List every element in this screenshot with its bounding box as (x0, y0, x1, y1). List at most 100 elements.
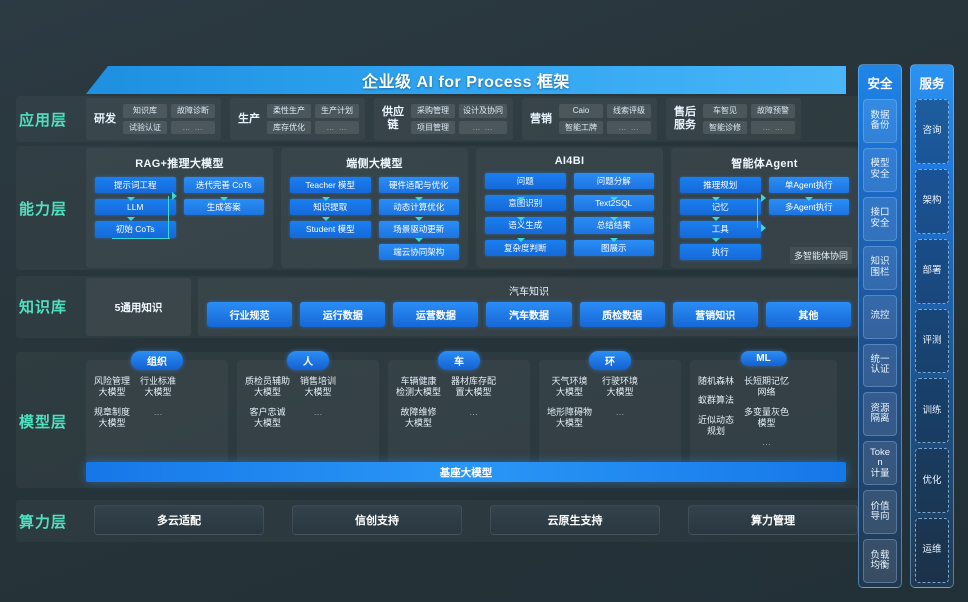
security-item[interactable]: 数据 备份 (863, 99, 897, 143)
capability-item[interactable]: 执行 (680, 243, 761, 260)
model-item[interactable]: … (313, 406, 323, 417)
capability-item[interactable]: 推理规划 (680, 177, 761, 194)
capability-item[interactable]: LLM (95, 199, 176, 216)
base-model-bar[interactable]: 基座大模型 (86, 462, 846, 482)
capability-item[interactable]: 初始 CoTs (95, 221, 176, 238)
model-item[interactable]: 器材库存配 置大模型 (451, 376, 497, 398)
knowledge-chip[interactable]: 其他 (765, 302, 851, 327)
capability-item[interactable]: 场景驱动更新 (378, 221, 459, 238)
service-item[interactable]: 部署 (915, 238, 949, 304)
compute-button[interactable]: 云原生支持 (490, 505, 660, 535)
capability-item[interactable]: 端云协同架构 (378, 243, 459, 260)
capability-item[interactable]: 复杂度判断 (485, 239, 566, 256)
model-item[interactable]: 行驶环境 大模型 (602, 376, 639, 398)
capability-item[interactable]: 问题 (485, 173, 566, 190)
model-item[interactable]: 风险管理 大模型 (94, 376, 131, 398)
application-cell[interactable]: 线索评级 (607, 104, 651, 118)
application-cell[interactable]: Caio (559, 104, 603, 118)
model-item[interactable]: 销售培训 大模型 (300, 376, 337, 398)
service-item[interactable]: 优化 (915, 448, 949, 514)
capability-item[interactable]: 意图识别 (485, 195, 566, 212)
capability-item[interactable]: 硬件适配与优化 (378, 177, 459, 194)
application-cell[interactable]: … … (607, 120, 651, 134)
model-group-label[interactable]: 环 (589, 351, 631, 370)
service-item[interactable]: 训练 (915, 378, 949, 444)
model-item[interactable]: … (762, 437, 772, 447)
capability-item[interactable]: Teacher 模型 (290, 177, 371, 194)
model-item[interactable]: 行业标准 大模型 (140, 376, 177, 398)
model-item[interactable]: … (615, 406, 625, 417)
knowledge-general-box[interactable]: 5通用知识 (86, 278, 191, 336)
security-item[interactable]: 知识 围栏 (863, 245, 897, 290)
application-cell[interactable]: 采购管理 (411, 104, 455, 118)
application-cell[interactable]: 项目管理 (411, 120, 455, 134)
service-item[interactable]: 架构 (915, 168, 949, 234)
capability-item[interactable]: 知识提取 (290, 199, 371, 216)
security-item[interactable]: 模型 安全 (863, 147, 897, 192)
capability-item[interactable]: 图展示 (573, 239, 654, 256)
model-group-label[interactable]: 车 (438, 351, 480, 370)
knowledge-chip[interactable]: 运营数据 (393, 302, 479, 327)
model-item[interactable]: 长短期记忆 网络 (744, 376, 790, 398)
application-cell[interactable]: 库存优化 (267, 120, 311, 134)
security-item[interactable]: 资源 隔离 (863, 392, 897, 437)
knowledge-chip[interactable]: 行业规范 (207, 302, 293, 327)
knowledge-chip[interactable]: 质检数据 (579, 302, 665, 327)
capability-item[interactable]: 多Agent执行 (768, 199, 849, 216)
model-item[interactable]: 蚁群算法 (698, 395, 735, 406)
application-cell[interactable]: 柔性生产 (267, 104, 311, 118)
security-item[interactable]: 流控 (863, 294, 897, 339)
capability-item[interactable]: 问题分解 (573, 173, 654, 190)
model-item[interactable]: 客户忠诚 大模型 (249, 406, 286, 428)
model-item[interactable]: 质检员辅助 大模型 (245, 376, 291, 398)
model-item[interactable]: … (153, 406, 163, 417)
capability-item[interactable]: 总结结果 (573, 217, 654, 234)
security-item[interactable]: 负载 均衡 (863, 539, 897, 584)
capability-item[interactable]: 单Agent执行 (768, 177, 849, 194)
application-cell[interactable]: 故障预警 (751, 104, 795, 118)
application-cell[interactable]: 生产计划 (315, 104, 359, 118)
compute-button[interactable]: 信创支持 (292, 505, 462, 535)
application-cell[interactable]: … … (459, 120, 507, 134)
model-item[interactable]: 随机森林 (698, 376, 735, 386)
service-item[interactable]: 咨询 (915, 99, 949, 164)
knowledge-chip[interactable]: 汽车数据 (486, 302, 572, 327)
model-item[interactable]: 地形障碍物 大模型 (547, 406, 593, 428)
capability-item[interactable]: 生成答案 (183, 199, 264, 216)
application-cell[interactable]: 试验认证 (123, 120, 167, 134)
model-item[interactable]: 车辆健康 检测大模型 (396, 376, 442, 398)
knowledge-chip[interactable]: 营销知识 (672, 302, 758, 327)
capability-item[interactable]: 记忆 (680, 199, 761, 216)
capability-item[interactable]: 迭代完善 CoTs (183, 177, 264, 194)
security-item[interactable]: 价值 导向 (863, 490, 897, 535)
capability-item[interactable]: Text2SQL (573, 195, 654, 212)
capability-item[interactable]: 动态计算优化 (378, 199, 459, 216)
compute-button[interactable]: 算力管理 (688, 505, 858, 535)
model-item[interactable]: 规章制度 大模型 (94, 406, 131, 428)
application-cell[interactable]: … … (751, 120, 795, 134)
application-cell[interactable]: … … (171, 120, 215, 134)
capability-item[interactable]: 提示词工程 (95, 177, 176, 194)
knowledge-chip[interactable]: 运行数据 (300, 302, 386, 327)
application-cell[interactable]: 故障诊断 (171, 104, 215, 118)
application-cell[interactable]: 车智见 (703, 104, 747, 118)
model-item[interactable]: 近似动态 规划 (698, 414, 735, 436)
capability-item[interactable]: 语义生成 (485, 217, 566, 234)
application-cell[interactable]: 智能工牌 (559, 120, 603, 134)
security-item[interactable]: 接口 安全 (863, 196, 897, 241)
model-item[interactable]: 故障维修 大模型 (400, 406, 437, 428)
model-group-label[interactable]: ML (740, 351, 787, 366)
service-item[interactable]: 评测 (915, 308, 949, 374)
service-item[interactable]: 运维 (915, 518, 949, 584)
model-item[interactable]: 多变量灰色 模型 (744, 406, 790, 428)
model-group-label[interactable]: 人 (287, 351, 329, 370)
compute-button[interactable]: 多云适配 (94, 505, 264, 535)
security-item[interactable]: Toke n 计量 (863, 441, 897, 486)
security-item[interactable]: 统一 认证 (863, 343, 897, 388)
model-item[interactable]: … (469, 406, 479, 417)
capability-item[interactable]: Student 模型 (290, 221, 371, 238)
capability-item[interactable]: 工具 (680, 221, 761, 238)
application-cell[interactable]: 智能诊修 (703, 120, 747, 134)
model-item[interactable]: 天气环境 大模型 (551, 376, 588, 398)
application-cell[interactable]: 知识库 (123, 104, 167, 118)
